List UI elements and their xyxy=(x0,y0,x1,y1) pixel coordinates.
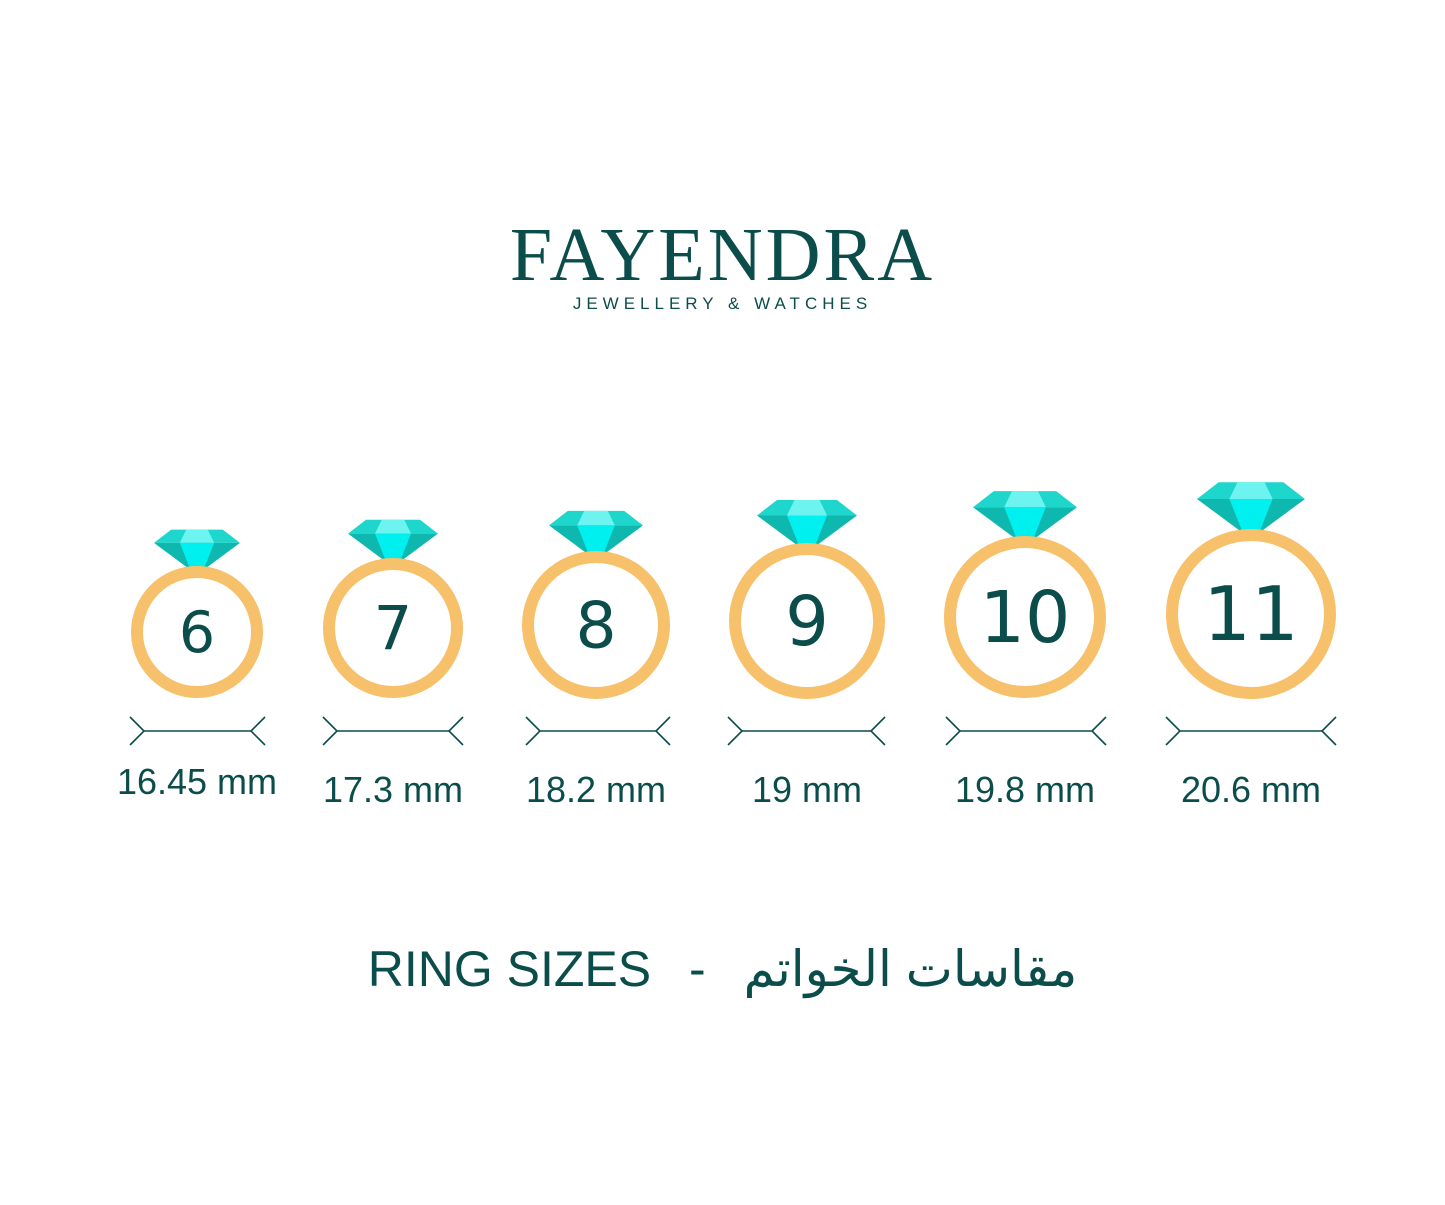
ring-size-number: 11 xyxy=(1203,570,1299,658)
ring-size-number: 6 xyxy=(179,600,215,666)
ring-sizes-title: RING SIZES - مقاسات الخواتم xyxy=(0,940,1445,998)
ring-band-icon xyxy=(522,551,670,699)
gem-center-icon xyxy=(179,542,215,570)
ring-band-icon xyxy=(729,543,885,699)
ring-size-number: 10 xyxy=(980,576,1071,659)
ring-diameter-label: 19.8 mm xyxy=(955,769,1095,810)
gem-table-icon xyxy=(1004,491,1046,508)
ring-band-icon xyxy=(131,566,263,698)
brand-logo-name: FAYENDRA xyxy=(509,213,936,297)
title-arabic: مقاسات الخواتم xyxy=(743,941,1078,997)
gem-center-icon xyxy=(1004,507,1046,540)
ring-diameter-label: 16.45 mm xyxy=(117,761,277,802)
ring-size-number: 8 xyxy=(575,588,616,663)
measure-right-arrow-icon xyxy=(1090,716,1107,746)
measure-left-arrow-icon xyxy=(322,716,339,746)
gem-center-icon xyxy=(375,533,411,562)
gem-table-icon xyxy=(179,529,215,543)
title-separator: - xyxy=(689,941,706,997)
gem-table-icon xyxy=(787,500,827,516)
ring-band-icon xyxy=(944,536,1106,698)
ring-size-number: 7 xyxy=(374,594,413,664)
title-english: RING SIZES xyxy=(367,941,652,997)
measure-right-arrow-icon xyxy=(249,716,266,746)
ring-size-number: 9 xyxy=(785,583,829,662)
ring-diameter-label: 19 mm xyxy=(752,769,862,810)
measure-left-arrow-icon xyxy=(129,716,146,746)
measure-right-arrow-icon xyxy=(654,716,671,746)
measure-right-arrow-icon xyxy=(1320,716,1337,746)
gem-center-icon xyxy=(577,525,615,555)
brand-tagline: JEWELLERY & WATCHES xyxy=(572,294,873,313)
gem-center-icon xyxy=(787,515,827,547)
gem-table-icon xyxy=(577,510,615,526)
ring-diameter-label: 18.2 mm xyxy=(526,769,666,810)
measure-right-arrow-icon xyxy=(869,716,886,746)
measure-left-arrow-icon xyxy=(1165,716,1182,746)
measure-left-arrow-icon xyxy=(727,716,744,746)
measure-left-arrow-icon xyxy=(525,716,542,746)
ring-band-icon xyxy=(1166,529,1336,699)
ring-band-icon xyxy=(323,558,463,698)
gem-table-icon xyxy=(375,519,411,534)
measure-left-arrow-icon xyxy=(945,716,962,746)
gem-table-icon xyxy=(1229,482,1273,499)
ring-diameter-label: 20.6 mm xyxy=(1181,769,1321,810)
ring-diameter-label: 17.3 mm xyxy=(323,769,463,810)
gem-center-icon xyxy=(1229,498,1273,533)
measure-right-arrow-icon xyxy=(447,716,464,746)
